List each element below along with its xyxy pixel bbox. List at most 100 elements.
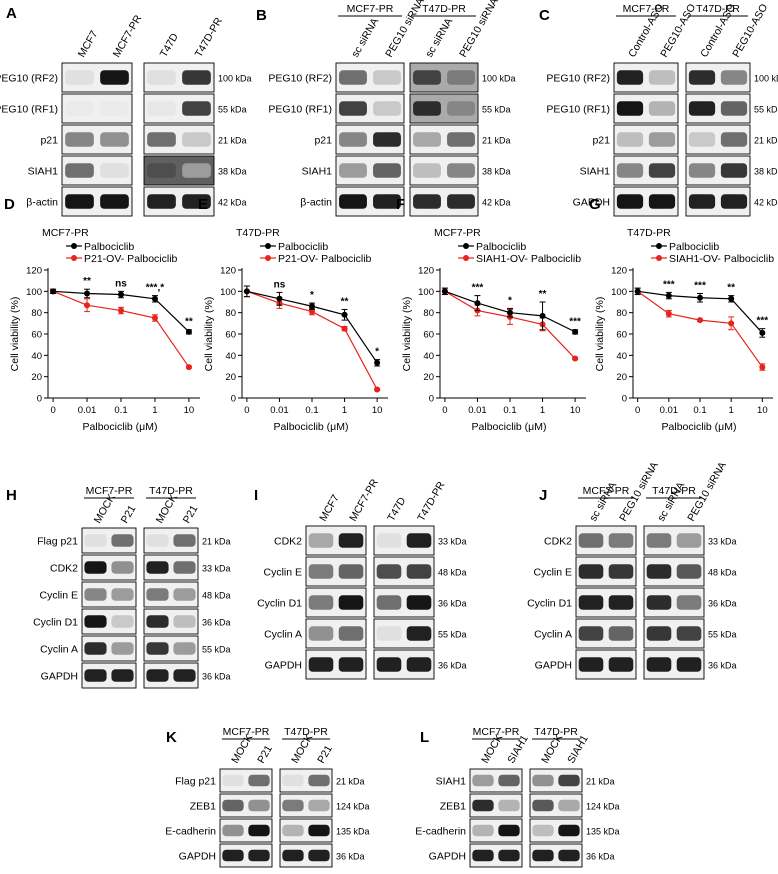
- band: [147, 101, 176, 116]
- band: [558, 774, 580, 787]
- significance-label: ***,*: [146, 283, 164, 294]
- x-tick-label: 0.1: [114, 405, 127, 416]
- band: [222, 849, 244, 862]
- band: [558, 799, 580, 812]
- band: [308, 824, 330, 837]
- kda-label: 42 kDa: [218, 198, 247, 208]
- x-tick-label: 0.01: [468, 405, 487, 416]
- band: [100, 163, 129, 178]
- band: [406, 533, 432, 548]
- legend-marker: [656, 255, 662, 261]
- kda-label: 36 kDa: [708, 661, 737, 671]
- band: [65, 194, 94, 209]
- band: [608, 564, 634, 579]
- band: [413, 70, 441, 85]
- band: [173, 669, 196, 682]
- band: [558, 824, 580, 837]
- panel-letter-G: G: [589, 196, 601, 213]
- band: [282, 849, 304, 862]
- band: [616, 101, 644, 116]
- band: [308, 657, 334, 672]
- x-tick-label: 0.1: [305, 405, 318, 416]
- band: [648, 194, 676, 209]
- band: [173, 534, 196, 547]
- band: [65, 101, 94, 116]
- legend-marker: [265, 243, 271, 249]
- data-point: [151, 315, 158, 321]
- protein-label: ZEB1: [190, 801, 216, 813]
- band: [100, 70, 129, 85]
- band: [646, 564, 672, 579]
- band: [308, 626, 334, 641]
- protein-label: GAPDH: [41, 671, 78, 683]
- protein-label: β-actin: [300, 197, 332, 209]
- band: [413, 194, 441, 209]
- band: [222, 799, 244, 812]
- significance-label: ***: [694, 280, 706, 291]
- band: [608, 595, 634, 610]
- significance-label: **: [83, 276, 91, 287]
- y-tick-label: 20: [31, 372, 42, 383]
- band: [111, 669, 134, 682]
- legend-label: Palbociclib: [278, 241, 328, 253]
- y-tick-label: 60: [31, 330, 42, 341]
- band: [147, 194, 176, 209]
- band: [578, 564, 604, 579]
- x-tick-label: 0: [50, 405, 55, 416]
- group-label: MCF7-PR: [86, 485, 133, 497]
- lane-label: MCF7: [76, 29, 101, 60]
- kda-label: 135 kDa: [336, 827, 370, 837]
- band: [472, 824, 494, 837]
- kda-label: 48 kDa: [202, 591, 231, 601]
- band: [147, 132, 176, 147]
- kda-label: 42 kDa: [482, 198, 511, 208]
- band: [373, 163, 401, 178]
- panel-letter-F: F: [396, 196, 405, 213]
- band: [413, 132, 441, 147]
- band: [720, 132, 748, 147]
- protein-label: PEG10 (RF2): [268, 73, 332, 85]
- band: [498, 849, 520, 862]
- significance-label: ***: [472, 283, 484, 294]
- data-point: [185, 364, 192, 371]
- band: [111, 588, 134, 601]
- band: [373, 101, 401, 116]
- kda-label: 124 kDa: [586, 802, 620, 812]
- y-tick-label: 40: [225, 351, 236, 362]
- protein-label: GAPDH: [265, 660, 302, 672]
- band: [308, 799, 330, 812]
- protein-label: Cyclin D1: [33, 617, 78, 629]
- band: [146, 642, 169, 655]
- data-point: [84, 290, 91, 297]
- significance-label: **: [185, 317, 193, 328]
- y-tick-label: 20: [616, 372, 627, 383]
- band: [646, 595, 672, 610]
- band: [578, 533, 604, 548]
- band: [616, 194, 644, 209]
- y-tick-label: 0: [37, 394, 42, 405]
- blot-panel-I: I MCF7 MCF7-PR T47D T47D-PR CDK2 33 kDa Cyclin …: [254, 477, 467, 680]
- y-tick-label: 40: [423, 351, 434, 362]
- group-label: MCF7-PR: [583, 485, 630, 497]
- band: [646, 533, 672, 548]
- protein-label: CDK2: [544, 536, 572, 548]
- protein-label: PEG10 (RF2): [0, 73, 58, 85]
- y-tick-label: 60: [423, 330, 434, 341]
- data-point: [118, 291, 124, 298]
- data-point: [728, 320, 735, 327]
- band: [676, 595, 702, 610]
- protein-label: Flag p21: [37, 536, 78, 548]
- significance-label: ***: [569, 317, 581, 328]
- band: [373, 70, 401, 85]
- x-tick-label: 10: [184, 405, 195, 416]
- band: [173, 642, 196, 655]
- kda-label: 36 kDa: [336, 852, 365, 862]
- y-tick-label: 60: [225, 330, 236, 341]
- y-tick-label: 20: [225, 372, 236, 383]
- band: [339, 101, 367, 116]
- kda-label: 36 kDa: [708, 599, 737, 609]
- series-line: [52, 290, 190, 368]
- x-axis-label: Palbociclib (μM): [274, 421, 349, 433]
